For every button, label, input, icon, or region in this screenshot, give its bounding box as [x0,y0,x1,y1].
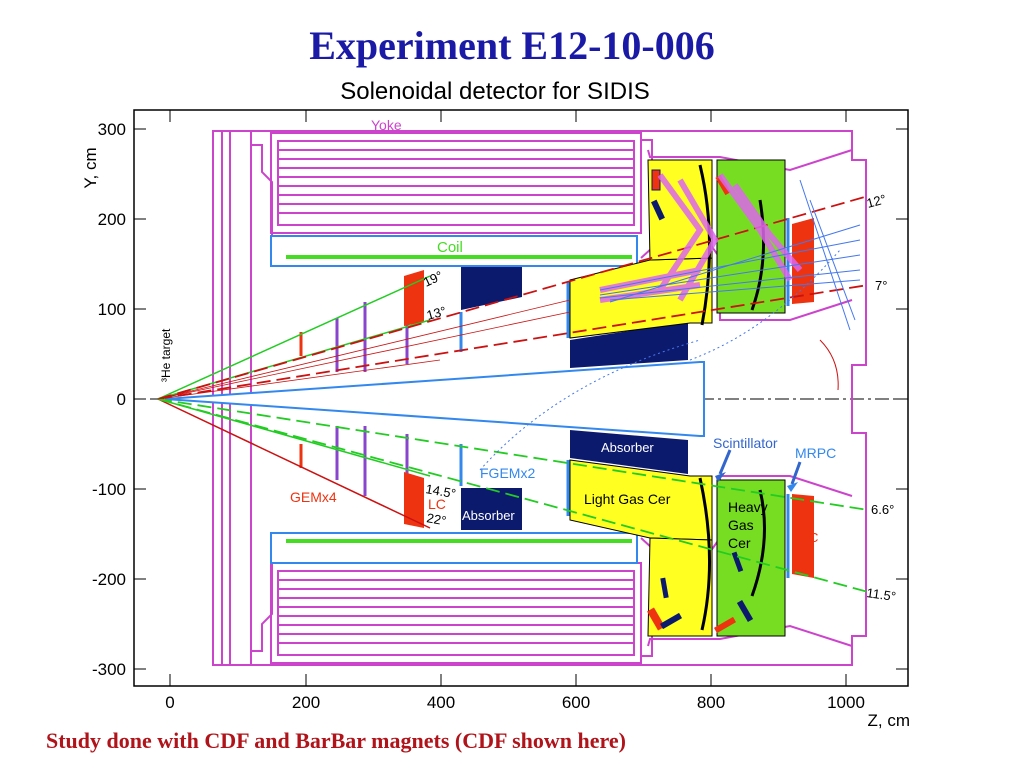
x-tick-label: 600 [562,693,590,712]
x-tick-label: 200 [292,693,320,712]
angle-7-label: 7° [875,278,887,293]
x-tick-label: 800 [697,693,725,712]
target-label: ³He target [159,328,173,382]
angle-14-5-label: 14.5° [424,481,457,501]
y-tick-label: 100 [98,300,126,319]
x-tick-label: 400 [427,693,455,712]
heavy-gas-label-2: Gas [728,517,754,533]
calorimeter [792,218,814,578]
y-tick-label: -200 [92,570,126,589]
annotation-arrows [718,449,802,485]
yoke [212,130,867,666]
y-tick-label: 300 [98,120,126,139]
heavy-gas-label-3: Cer [728,535,751,551]
x-tick-label: 1000 [827,693,865,712]
y-tick-label: -100 [92,480,126,499]
plot-frame [133,109,909,687]
y-tick-label: 200 [98,210,126,229]
slide-title: Experiment E12-10-006 [309,23,715,68]
lc-label: LC [428,496,446,512]
absorbers [461,267,688,530]
light-gas-cer-label: Light Gas Cer [584,491,671,507]
mrpc-label: MRPC [795,445,836,461]
angle-13-label: 13° [425,303,448,323]
x-axis-label: Z, cm [868,711,911,730]
scintillator-arrowhead [715,472,726,482]
gem-label: GEMx4 [290,489,337,505]
angle-22-label: 22° [425,510,447,528]
coil [270,235,638,564]
heavy-gas-label-1: Heavy [728,499,768,515]
x-tick-label: 0 [165,693,174,712]
absorber-low-label: Absorber [462,508,515,523]
footer-note: Study done with CDF and BarBar magnets (… [46,728,626,753]
particle-spray [479,179,861,471]
coil-label: Coil [437,239,463,256]
acceptance-lines [157,195,869,593]
calorimeter-label: C [809,530,818,545]
cerenkov-mirrors [698,164,766,631]
angle-11-5-label: 11.5° [866,585,897,604]
scintillator-label: Scintillator [713,435,778,451]
plot-title: Solenoidal detector for SIDIS [340,78,650,105]
y-axis-label: Y, cm [81,147,100,188]
y-tick-label: 0 [117,390,126,409]
mirror-tiles [647,169,754,634]
mrpc-arrowhead [787,482,798,492]
y-tick-label: -300 [92,660,126,679]
angle-12-label: 12° [865,191,888,211]
scintillator-planes [459,218,790,578]
yoke-label: Yoke [371,117,402,133]
fgem-label: FGEMx2 [480,465,535,481]
absorber-mid-label: Absorber [601,440,654,455]
angle-19-label: 19° [421,268,445,290]
beam-pipe-cone [164,361,705,437]
heavy-gas-cerenkov [716,159,786,637]
x-axis-ticks [169,110,847,686]
angle-6-6-label: 6.6° [871,502,894,517]
large-angle-calorimeter [404,270,424,528]
